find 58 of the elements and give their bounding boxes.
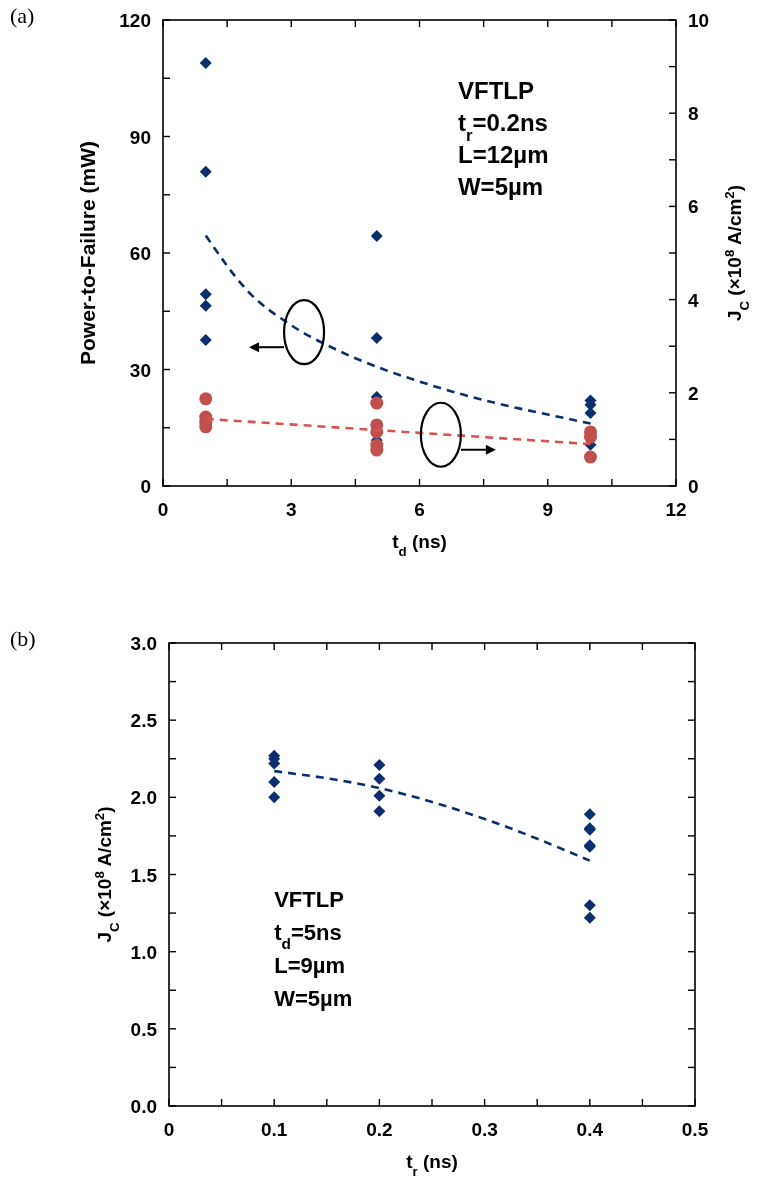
point [583,911,596,924]
point [373,772,386,785]
y-axis-title: Power-to-Failure (mW) [76,141,99,365]
y-tick-label: 2.0 [130,787,157,809]
x-tick-label: 0 [163,1119,175,1140]
y-tick-label: 2.5 [130,710,158,732]
point [199,288,212,301]
point [370,396,384,410]
x-tick-label: 0.5 [681,1119,709,1140]
point [370,332,383,345]
y-tick-label: 1.0 [130,941,157,963]
y-tick-label: 0 [140,476,151,497]
y2-tick-label: 4 [688,289,699,311]
point [199,165,212,178]
x-axis-title: t$_{d}$ (ns) [392,531,447,559]
annotation: L=9µm [274,952,345,978]
text: (a) [10,3,35,28]
y-tick-label: 30 [129,359,151,381]
x-tick-label: 9 [542,499,554,520]
x-tick-label: 6 [414,499,425,520]
point [199,299,212,312]
y2-tick-label: 10 [688,10,710,31]
y2-tick-label: 0 [688,476,699,497]
point [373,758,386,771]
y2-tick-label: 2 [688,382,699,404]
y2-tick-label: 8 [688,103,699,125]
x-tick-label: 0.1 [260,1119,288,1140]
y-tick-label: 90 [129,126,151,148]
annotation: t$_{d}$=5ns [274,919,342,952]
point [268,775,281,788]
x-tick-label: 12 [665,499,687,520]
point [583,899,596,912]
point [373,789,386,802]
y-tick-label: 0.5 [130,1018,158,1040]
y-tick-label: 3.0 [130,633,157,654]
point [583,808,596,821]
x-tick-label: 0.4 [576,1119,604,1140]
point [199,57,212,70]
x-axis-title: t$_{r}$ (ns) [406,1151,458,1179]
point [199,333,212,346]
point [370,229,383,242]
annotation: W=5µm [274,985,353,1011]
annotation: W=5µm [457,173,544,201]
y2-tick-label: 6 [688,196,699,218]
x-tick-label: 0.2 [366,1119,393,1140]
y-tick-label: 1.5 [130,864,158,886]
y-tick-label: 60 [129,243,151,264]
x-tick-label: 0.3 [471,1119,498,1140]
y-tick-label: 0.0 [130,1096,157,1117]
y-tick-label: 120 [119,10,151,31]
x-tick-label: 3 [285,499,297,520]
point [373,805,386,818]
point [199,392,213,406]
point [584,450,597,464]
annotation: VFTLP [457,77,534,105]
point [268,791,281,804]
annotation: VFTLP [274,886,344,912]
text: (b) [10,626,36,651]
